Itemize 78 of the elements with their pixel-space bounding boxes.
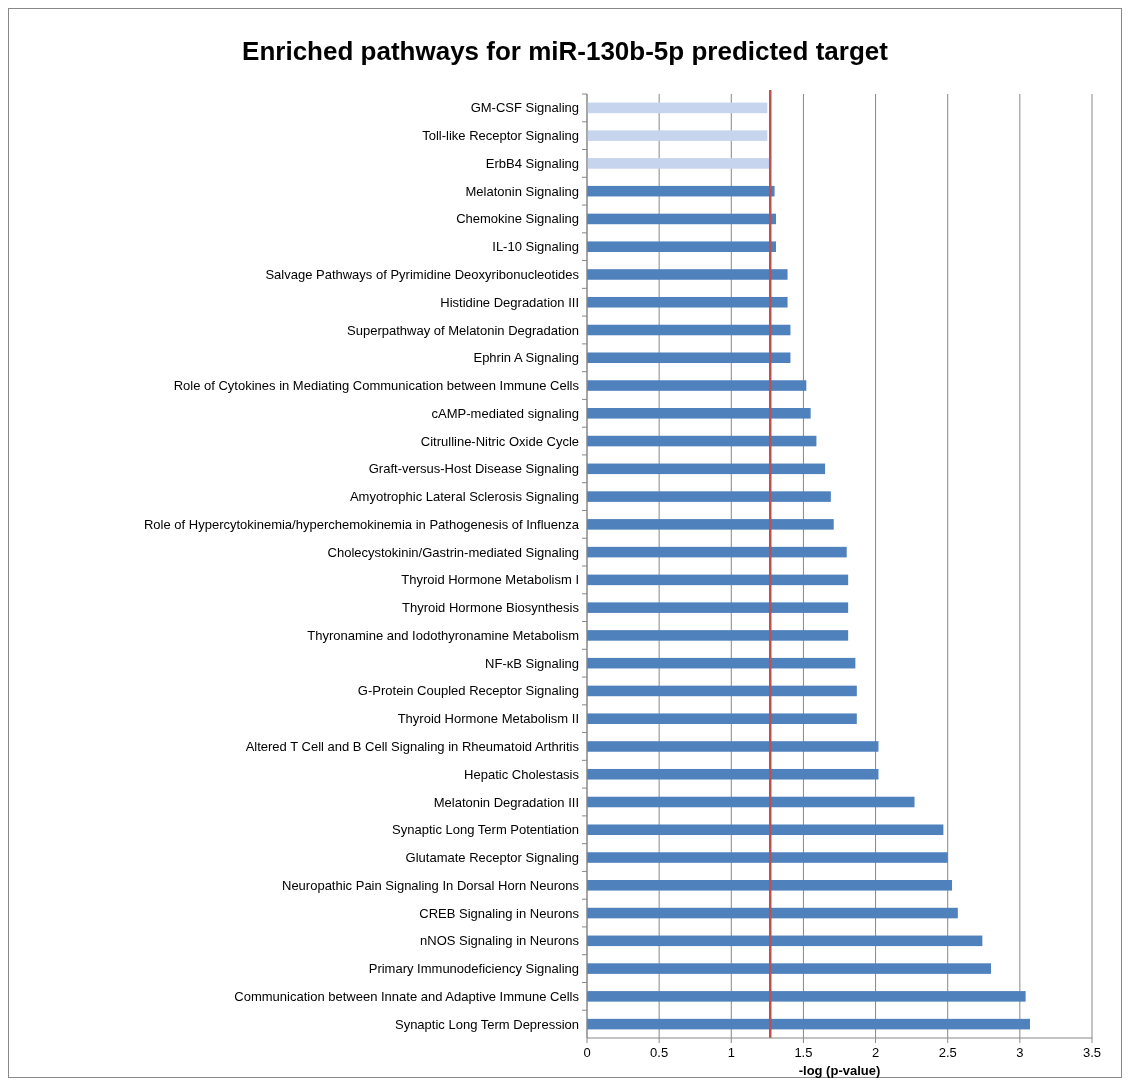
bar bbox=[587, 935, 983, 947]
bar bbox=[587, 796, 915, 808]
chart-title: Enriched pathways for miR-130b-5p predicted target bbox=[242, 36, 889, 66]
y-tick-label: Role of Cytokines in Mediating Communication between Immune Cells bbox=[173, 378, 580, 394]
y-tick-label: Toll-like Receptor Signaling bbox=[422, 128, 579, 144]
bar bbox=[587, 324, 791, 336]
bar bbox=[587, 630, 849, 641]
x-tick-label: 1 bbox=[727, 1045, 735, 1060]
y-tick-label: CREB Signaling in Neurons bbox=[419, 905, 580, 921]
bar bbox=[587, 1018, 1030, 1030]
y-tick-label: Altered T Cell and B Cell Signaling in Rheumatoid Arthritis bbox=[245, 739, 580, 755]
bar bbox=[587, 768, 879, 780]
bar bbox=[587, 130, 768, 141]
x-tick-label: 0.5 bbox=[650, 1045, 669, 1060]
bar bbox=[587, 408, 811, 419]
x-tick-label: 2.5 bbox=[938, 1045, 957, 1060]
y-tick-label: G-Protein Coupled Receptor Signaling bbox=[357, 683, 579, 699]
y-tick-label: Histidine Degradation III bbox=[440, 294, 579, 310]
bar bbox=[587, 519, 834, 530]
bar bbox=[587, 907, 958, 919]
bar bbox=[587, 880, 953, 891]
y-tick-label: GM-CSF Signaling bbox=[470, 100, 579, 116]
x-tick-label: 1.5 bbox=[794, 1045, 813, 1060]
y-tick-label: Glutamate Receptor Signaling bbox=[405, 850, 579, 866]
bar bbox=[587, 491, 831, 502]
bar bbox=[587, 158, 771, 169]
bar bbox=[587, 213, 777, 225]
x-tick-label: 3.5 bbox=[1082, 1045, 1102, 1060]
x-axis-title: -log (p-value) bbox=[798, 1063, 881, 1078]
y-tick-label: Thyroid Hormone Metabolism II bbox=[397, 711, 579, 727]
y-tick-label: Melatonin Degradation III bbox=[433, 794, 579, 810]
bar bbox=[587, 352, 791, 364]
y-tick-label: Role of Hypercytokinemia/hyperchemokinemia in Pathogenesis of Influenza bbox=[143, 516, 580, 532]
y-tick-label: Thyroid Hormone Metabolism I bbox=[401, 572, 579, 588]
y-tick-label: Chemokine Signaling bbox=[456, 211, 579, 227]
y-tick-label: Hepatic Cholestasis bbox=[464, 766, 580, 782]
x-tick-label: 0 bbox=[583, 1045, 591, 1060]
bar bbox=[587, 241, 777, 252]
bar bbox=[587, 435, 817, 447]
bar bbox=[587, 380, 807, 391]
x-tick-label: 3 bbox=[1016, 1045, 1024, 1060]
y-tick-label: nNOS Signaling in Neurons bbox=[420, 933, 580, 949]
bar bbox=[587, 546, 847, 558]
y-tick-label: Primary Immunodeficiency Signaling bbox=[368, 961, 579, 977]
y-tick-label: NF-κB Signaling bbox=[485, 655, 579, 671]
y-tick-label: Ephrin A Signaling bbox=[473, 350, 579, 366]
y-tick-label: Graft-versus-Host Disease Signaling bbox=[368, 461, 579, 477]
bar bbox=[587, 296, 788, 308]
bar bbox=[587, 657, 856, 669]
y-tick-label: cAMP-mediated signaling bbox=[431, 405, 579, 421]
y-tick-label: Cholecystokinin/Gastrin-mediated Signaling bbox=[327, 544, 579, 560]
y-tick-label: Thyronamine and Iodothyronamine Metabolism bbox=[307, 627, 579, 643]
y-tick-label: Synaptic Long Term Depression bbox=[394, 1016, 579, 1032]
bar bbox=[587, 852, 948, 863]
bar bbox=[587, 602, 849, 613]
y-tick-label: Melatonin Signaling bbox=[465, 183, 579, 199]
bar bbox=[587, 102, 768, 114]
y-tick-label: Neuropathic Pain Signaling In Dorsal Horn Neurons bbox=[282, 877, 580, 893]
bar bbox=[587, 463, 826, 475]
y-tick-label: Communication between Innate and Adaptive Immune Cells bbox=[234, 988, 580, 1004]
bar bbox=[587, 713, 857, 724]
y-tick-label: Synaptic Long Term Potentiation bbox=[392, 822, 579, 838]
bar bbox=[587, 991, 1026, 1002]
y-tick-label: Amyotrophic Lateral Sclerosis Signaling bbox=[349, 489, 579, 505]
y-tick-label: Citrulline-Nitric Oxide Cycle bbox=[420, 433, 579, 449]
y-tick-label: Thyroid Hormone Biosynthesis bbox=[401, 600, 580, 616]
x-tick-label: 2 bbox=[871, 1045, 880, 1060]
bar bbox=[587, 741, 879, 752]
y-tick-label: ErbB4 Signaling bbox=[485, 155, 579, 171]
bar bbox=[587, 963, 991, 974]
bar bbox=[587, 185, 775, 197]
bar bbox=[587, 574, 849, 586]
y-tick-label: Superpathway of Melatonin Degradation bbox=[347, 322, 579, 338]
y-tick-label: IL-10 Signaling bbox=[492, 239, 579, 255]
y-tick-label: Salvage Pathways of Pyrimidine Deoxyribonucleotides bbox=[265, 267, 580, 283]
bar bbox=[587, 269, 788, 280]
bar bbox=[587, 824, 944, 836]
bar bbox=[587, 685, 857, 697]
